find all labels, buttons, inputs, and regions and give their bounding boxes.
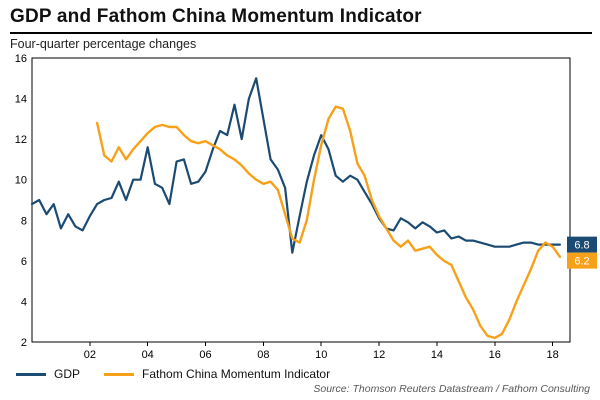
svg-text:12: 12 bbox=[373, 349, 385, 361]
svg-text:8: 8 bbox=[21, 215, 27, 227]
svg-text:10: 10 bbox=[315, 349, 327, 361]
svg-text:6: 6 bbox=[21, 256, 27, 268]
svg-text:16: 16 bbox=[15, 53, 27, 65]
svg-text:18: 18 bbox=[547, 349, 559, 361]
legend-item-gdp: GDP bbox=[16, 367, 80, 381]
svg-text:04: 04 bbox=[142, 349, 154, 361]
svg-text:06: 06 bbox=[199, 349, 211, 361]
svg-text:02: 02 bbox=[84, 349, 96, 361]
source-note: Source: Thomson Reuters Datastream / Fat… bbox=[313, 383, 590, 395]
chart-title: GDP and Fathom China Momentum Indicator bbox=[10, 6, 422, 27]
svg-text:12: 12 bbox=[15, 134, 27, 146]
legend-label-gdp: GDP bbox=[54, 367, 81, 381]
svg-text:14: 14 bbox=[431, 349, 443, 361]
svg-text:6.2: 6.2 bbox=[574, 256, 589, 268]
chart-subtitle: Four-quarter percentage changes bbox=[10, 37, 197, 51]
legend-item-cmi: Fathom China Momentum Indicator bbox=[104, 367, 330, 381]
legend-label-cmi: Fathom China Momentum Indicator bbox=[142, 367, 331, 381]
svg-text:14: 14 bbox=[15, 94, 27, 106]
svg-text:16: 16 bbox=[489, 349, 501, 361]
line-chart: 2 4 6 8 10 12 14 16 02 04 06 08 10 12 14 16 18 6.8 6.2 bbox=[15, 53, 597, 361]
svg-text:08: 08 bbox=[257, 349, 269, 361]
svg-text:2: 2 bbox=[21, 337, 27, 349]
cmi-line-swatch bbox=[104, 372, 135, 376]
gdp-line-swatch bbox=[16, 372, 46, 376]
svg-text:4: 4 bbox=[21, 296, 27, 308]
title-divider bbox=[10, 32, 592, 34]
svg-text:10: 10 bbox=[15, 175, 27, 187]
legend: GDP Fathom China Momentum Indicator bbox=[16, 367, 330, 381]
svg-text:6.8: 6.8 bbox=[574, 240, 589, 252]
